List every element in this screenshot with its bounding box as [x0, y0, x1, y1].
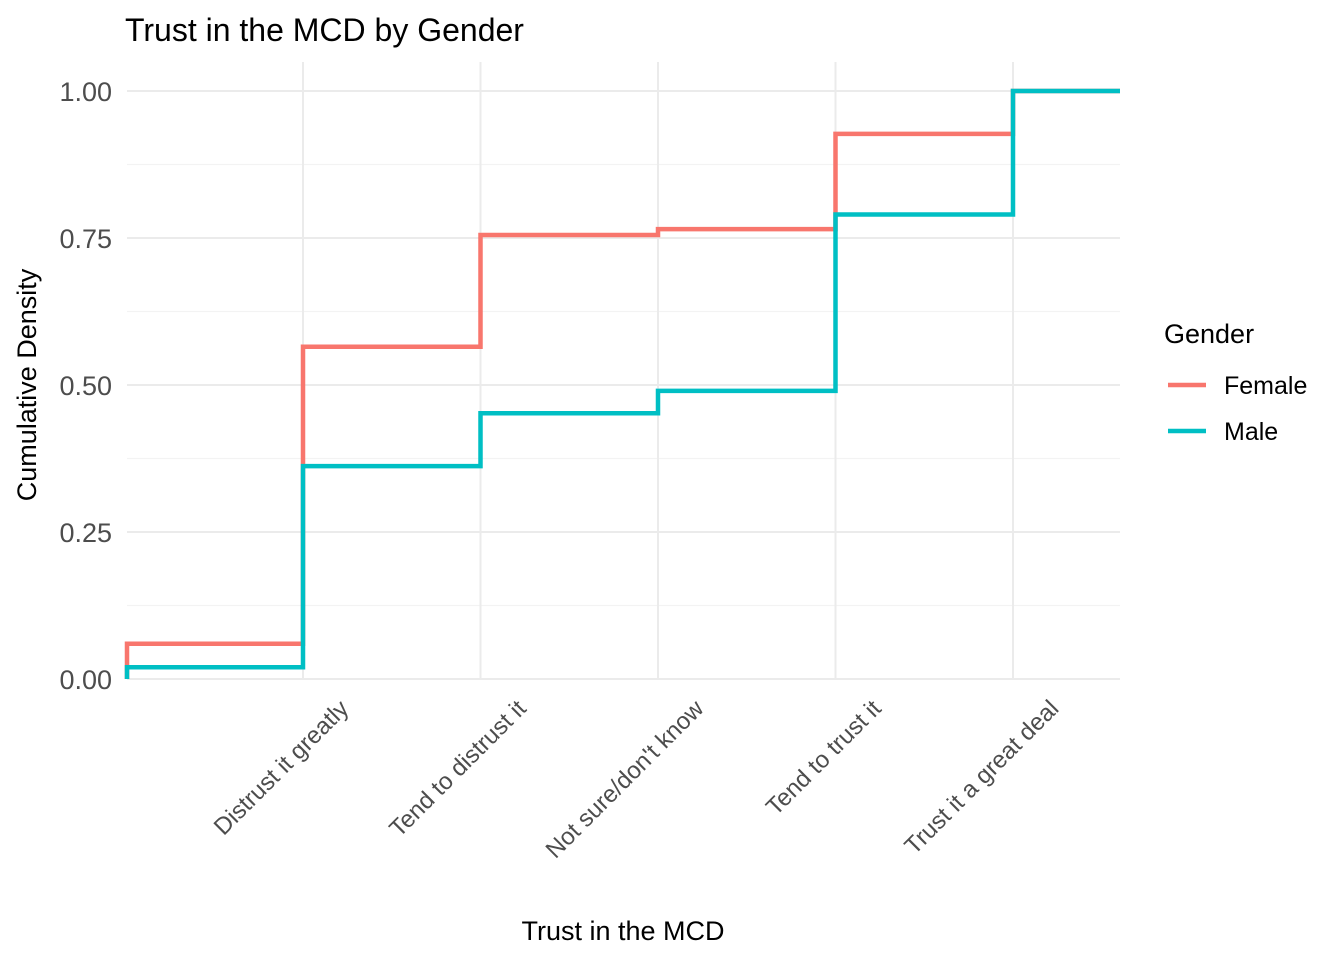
x-axis-title: Trust in the MCD [521, 916, 724, 946]
x-tick-label: Tend to distrust it [384, 695, 532, 843]
series-line-male [124, 88, 1120, 679]
y-tick-label: 1.00 [59, 77, 112, 107]
x-tick-label: Tend to trust it [761, 695, 887, 821]
y-tick-label: 0.25 [59, 518, 112, 548]
x-tick-label: Not sure/don't know [541, 695, 710, 864]
x-tick-label: Distrust it greatly [209, 695, 354, 840]
chart-title: Trust in the MCD by Gender [125, 12, 524, 48]
y-axis-ticks: 0.00 0.25 0.50 0.75 1.00 [59, 77, 112, 695]
x-axis-ticks: Distrust it greatly Tend to distrust it No… [209, 695, 1064, 864]
x-tick-label: Trust it a great deal [900, 695, 1065, 860]
series-lines [124, 88, 1120, 679]
y-tick-label: 0.50 [59, 371, 112, 401]
legend-label-female: Female [1224, 372, 1307, 400]
grid [127, 62, 1120, 680]
legend: Gender Female Male [1164, 319, 1307, 446]
y-tick-label: 0.75 [59, 224, 112, 254]
legend-label-male: Male [1224, 418, 1278, 446]
legend-title: Gender [1164, 319, 1254, 349]
y-tick-label: 0.00 [59, 665, 112, 695]
y-axis-title: Cumulative Density [12, 268, 42, 501]
